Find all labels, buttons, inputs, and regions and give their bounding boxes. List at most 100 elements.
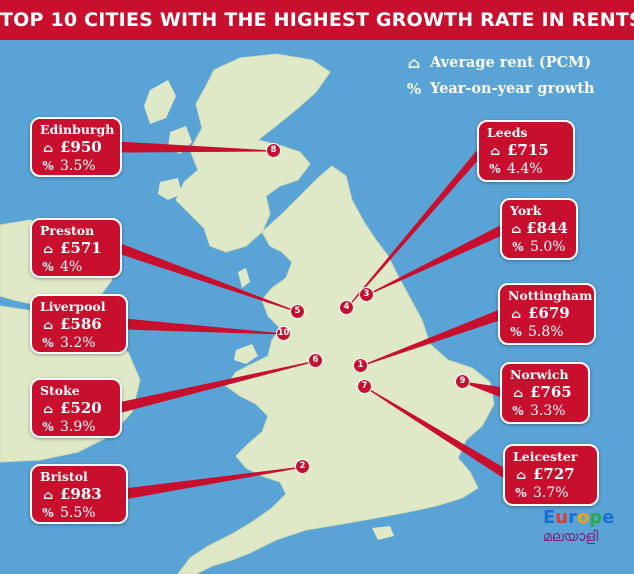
city-marker-york: 3 (359, 287, 374, 302)
city-card-bristol: Bristol ⌂ £983 % 5.5% (30, 464, 128, 524)
percent-icon: % (42, 420, 54, 434)
growth-value: 3.3% (530, 403, 566, 419)
rent-value: £765 (530, 383, 572, 401)
growth-row: % 3.3% (510, 402, 580, 420)
percent-icon: % (515, 486, 527, 500)
city-marker-edinburgh: 8 (266, 143, 281, 158)
rent-value: £983 (60, 485, 102, 503)
rent-value: £520 (60, 399, 102, 417)
house-icon: ⌂ (42, 317, 53, 332)
logo-letter: r (568, 507, 578, 528)
growth-value: 4% (60, 259, 83, 275)
legend: ⌂ Average rent (PCM) % Year-on-year grow… (406, 50, 595, 102)
europe-malayali-logo: Europe മലയാളി (543, 508, 629, 546)
rent-row: ⌂ £727 (513, 465, 589, 484)
growth-row: % 5.5% (40, 504, 118, 522)
legend-rent: ⌂ Average rent (PCM) (406, 50, 595, 76)
city-card-preston: Preston ⌂ £571 % 4% (30, 218, 122, 278)
city-name: Liverpool (40, 299, 106, 314)
city-card-leicester: Leicester ⌂ £727 % 3.7% (503, 444, 599, 506)
growth-value: 3.2% (60, 335, 96, 351)
city-card-leeds: Leeds ⌂ £715 % 4.4% (477, 120, 575, 182)
growth-row: % 3.5% (40, 157, 112, 175)
city-marker-liverpool: 10 (276, 326, 291, 341)
mull (158, 178, 182, 200)
rent-value: £715 (507, 141, 549, 159)
rent-value: £950 (60, 138, 102, 156)
growth-row: % 3.9% (40, 418, 112, 436)
city-card-stoke: Stoke ⌂ £520 % 3.9% (30, 378, 122, 438)
growth-value: 5.8% (528, 324, 564, 340)
house-icon: ⌂ (407, 54, 421, 72)
city-card-nottingham: Nottingham ⌂ £679 % 5.8% (498, 283, 596, 345)
logo-text-main: Europe (543, 508, 629, 528)
rent-value: £679 (528, 304, 570, 322)
house-icon: ⌂ (42, 487, 53, 502)
percent-icon: % (42, 506, 54, 520)
rent-row: ⌂ £586 (40, 315, 118, 334)
city-marker-preston: 5 (290, 304, 305, 319)
rent-row: ⌂ £983 (40, 485, 118, 504)
growth-row: % 3.2% (40, 334, 118, 352)
growth-value: 5.0% (530, 239, 566, 255)
city-name: Preston (40, 223, 95, 238)
percent-icon: % (510, 325, 522, 339)
legend-growth: % Year-on-year growth (406, 76, 595, 102)
city-marker-stoke: 6 (308, 353, 323, 368)
city-name: Norwich (510, 367, 569, 382)
growth-row: % 4% (40, 258, 112, 276)
legend-growth-label: Year-on-year growth (430, 80, 595, 97)
house-icon: ⌂ (515, 467, 526, 482)
logo-letter: o (577, 507, 590, 528)
percent-icon: % (42, 159, 54, 173)
growth-row: % 3.7% (513, 484, 589, 502)
growth-value: 3.9% (60, 419, 96, 435)
city-name: Bristol (40, 469, 88, 484)
house-icon: ⌂ (510, 306, 521, 321)
legend-rent-label: Average rent (PCM) (430, 54, 592, 71)
rent-value: £586 (60, 315, 102, 333)
city-marker-bristol: 2 (295, 459, 310, 474)
growth-value: 4.4% (507, 161, 543, 177)
growth-row: % 5.0% (510, 238, 568, 256)
city-name: Stoke (40, 383, 80, 398)
rent-row: ⌂ £571 (40, 239, 112, 258)
percent-icon: % (489, 162, 501, 176)
house-icon: ⌂ (42, 140, 53, 155)
logo-letter: E (543, 507, 556, 528)
scotland-landmass (175, 53, 331, 253)
hebrides (144, 80, 176, 124)
percent-icon: % (512, 404, 524, 418)
rent-row: ⌂ £520 (40, 399, 112, 418)
percent-icon: % (406, 80, 422, 98)
growth-row: % 5.8% (508, 323, 586, 341)
growth-value: 3.5% (60, 158, 96, 174)
logo-letter: p (589, 507, 603, 528)
city-marker-leeds: 4 (339, 300, 354, 315)
growth-value: 5.5% (60, 505, 96, 521)
growth-row: % 4.4% (487, 160, 565, 178)
growth-value: 3.7% (533, 485, 569, 501)
rent-row: ⌂ £715 (487, 141, 565, 160)
england-wales-landmass (177, 165, 495, 574)
city-name: Edinburgh (40, 122, 115, 137)
percent-icon: % (42, 260, 54, 274)
house-icon: ⌂ (489, 143, 500, 158)
house-icon: ⌂ (42, 241, 53, 256)
rent-value: £844 (526, 219, 568, 237)
rent-row: ⌂ £950 (40, 138, 112, 157)
rent-value: £727 (533, 465, 575, 483)
city-marker-norwich: 9 (455, 374, 470, 389)
percent-icon: % (512, 240, 524, 254)
pointer-lines (117, 141, 508, 500)
house-icon: ⌂ (512, 385, 523, 400)
page-title: TOP 10 CITIES WITH THE HIGHEST GROWTH RA… (0, 0, 634, 40)
city-name: Nottingham (508, 288, 593, 303)
rent-row: ⌂ £679 (508, 304, 586, 323)
city-marker-nottingham: 1 (353, 358, 368, 373)
percent-icon: % (42, 336, 54, 350)
city-card-norwich: Norwich ⌂ £765 % 3.3% (500, 362, 590, 424)
logo-letter: e (602, 507, 615, 528)
logo-text-sub: മലയാളി (543, 529, 599, 545)
